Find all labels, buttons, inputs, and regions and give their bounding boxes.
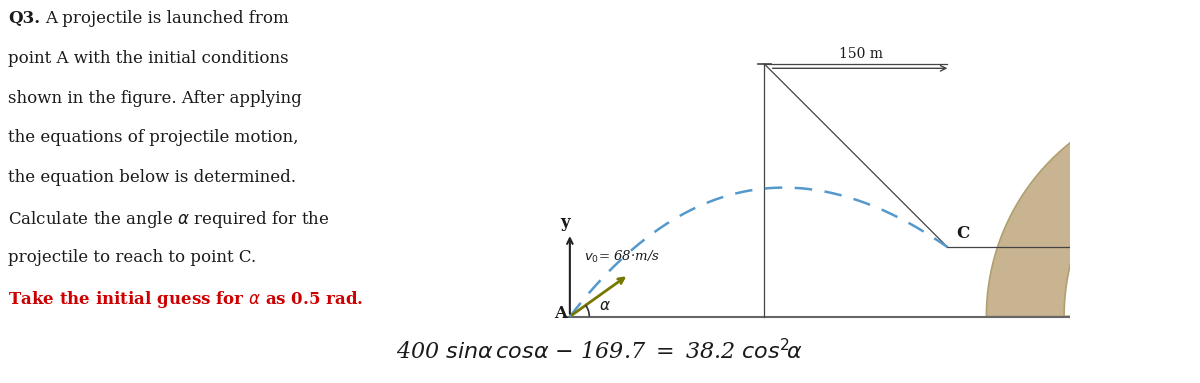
Text: Calculate the angle $\alpha$ required for the: Calculate the angle $\alpha$ required fo…: [8, 209, 329, 230]
Text: Q3.: Q3.: [8, 10, 40, 27]
Text: the equation below is determined.: the equation below is determined.: [8, 169, 296, 186]
Text: point A with the initial conditions: point A with the initial conditions: [8, 50, 288, 67]
Text: 400 $sin\alpha\,cos\alpha$ $-$ 169.7 $=$ 38.2 $cos^2\!\alpha$: 400 $sin\alpha\,cos\alpha$ $-$ 169.7 $=$…: [396, 339, 804, 364]
Text: $\alpha$: $\alpha$: [599, 299, 611, 313]
Text: 150 m: 150 m: [839, 47, 883, 61]
Text: A: A: [554, 305, 568, 322]
Text: Take the initial guess for $\alpha$ as 0.5 rad.: Take the initial guess for $\alpha$ as 0…: [8, 288, 364, 309]
Text: A projectile is launched from: A projectile is launched from: [46, 10, 289, 27]
Text: y: y: [560, 214, 570, 231]
Text: the equations of projectile motion,: the equations of projectile motion,: [8, 129, 299, 146]
Polygon shape: [986, 95, 1200, 316]
Text: C: C: [956, 225, 970, 242]
Text: shown in the figure. After applying: shown in the figure. After applying: [8, 90, 301, 106]
Text: projectile to reach to point C.: projectile to reach to point C.: [8, 249, 262, 266]
Text: $v_0$= 68·m/s: $v_0$= 68·m/s: [583, 249, 660, 265]
